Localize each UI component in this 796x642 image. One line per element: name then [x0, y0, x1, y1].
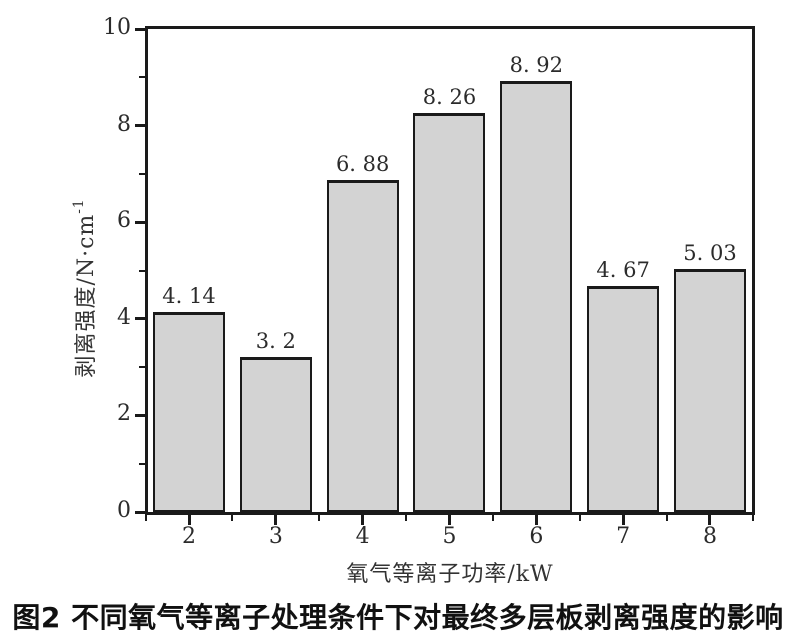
y-axis-tick-label: 6	[117, 208, 131, 234]
y-axis-major-tick	[135, 317, 145, 321]
y-axis-minor-tick	[139, 76, 145, 79]
x-axis-minor-tick	[665, 515, 668, 521]
y-axis-major-tick	[135, 510, 145, 514]
y-axis-major-tick	[135, 27, 145, 31]
y-axis-minor-tick	[139, 269, 145, 272]
bar-5	[413, 113, 486, 512]
figure-caption: 图2 不同氧气等离子处理条件下对最终多层板剥离强度的影响	[12, 601, 784, 634]
bar-value-label: 4. 67	[596, 258, 650, 283]
bar-7	[587, 286, 660, 512]
x-axis-tick-label: 4	[355, 524, 370, 549]
x-axis-major-tick	[361, 515, 365, 525]
x-axis-tick-label: 2	[182, 524, 196, 549]
x-axis-minor-tick	[231, 515, 234, 521]
y-axis-minor-tick	[139, 366, 145, 369]
y-axis-tick-label: 0	[117, 498, 131, 523]
bar-2	[153, 312, 225, 512]
x-axis-major-tick	[621, 515, 625, 525]
bar-value-label: 3. 2	[255, 329, 296, 354]
bar-3	[239, 357, 312, 512]
y-axis-tick-label: 4	[117, 304, 131, 330]
y-axis-tick-label: 2	[117, 401, 131, 427]
y-axis-title-text: 剥离强度/N·cm	[74, 213, 99, 378]
bar-value-label: 8. 92	[509, 53, 564, 78]
x-axis-minor-tick	[318, 515, 321, 521]
x-axis-minor-tick	[578, 515, 581, 521]
x-axis-tick-label: 6	[529, 524, 544, 549]
x-axis-major-tick	[447, 515, 451, 525]
bar-value-label: 6. 88	[335, 151, 390, 176]
x-axis-minor-tick	[405, 515, 408, 521]
x-axis-major-tick	[274, 515, 278, 525]
y-axis-tick-label: 8	[117, 111, 131, 137]
y-axis-major-tick	[135, 220, 145, 224]
x-axis-tick-label: 8	[702, 524, 717, 549]
x-axis-minor-tick	[752, 515, 755, 521]
y-axis-major-tick	[135, 413, 145, 417]
bar-6	[500, 81, 573, 512]
x-axis-tick-label: 7	[616, 524, 631, 549]
x-axis-major-tick	[187, 515, 191, 525]
bar-value-label: 4. 14	[162, 284, 216, 309]
x-axis-minor-tick	[144, 515, 147, 521]
x-axis-tick-label: 5	[442, 524, 457, 549]
x-axis-major-tick	[708, 515, 712, 525]
bar-4	[326, 179, 399, 512]
x-axis-major-tick	[534, 515, 538, 525]
bar-value-label: 8. 26	[422, 85, 477, 110]
y-axis-minor-tick	[139, 172, 145, 175]
x-axis-minor-tick	[491, 515, 494, 521]
x-axis-title: 氧气等离子功率/kW	[346, 562, 554, 587]
x-axis-tick-label: 3	[268, 524, 283, 549]
y-axis-tick-label: 10	[103, 15, 131, 40]
bar-8	[673, 269, 746, 512]
y-axis-major-tick	[135, 124, 145, 128]
bar-value-label: 5. 03	[683, 241, 737, 266]
y-axis-minor-tick	[139, 462, 145, 465]
